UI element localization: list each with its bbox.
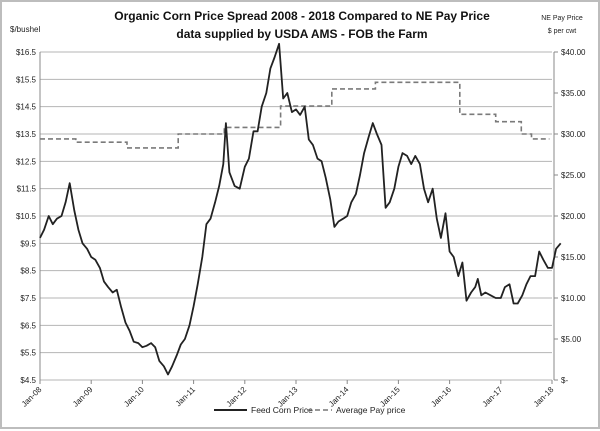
x-tick-label: Jan-12	[225, 385, 249, 409]
y2-tick-label: $15.00	[561, 253, 586, 262]
y2-tick-label: $25.00	[561, 171, 586, 180]
y-tick-label: $10.5	[16, 212, 37, 221]
y2-tick-label: $5.00	[561, 335, 582, 344]
chart-title: Organic Corn Price Spread 2008 - 2018 Co…	[114, 9, 490, 23]
y2-tick-label: $-	[561, 376, 568, 385]
x-tick-label: Jan-18	[532, 385, 556, 409]
x-tick-label: Jan-17	[481, 385, 505, 409]
y-axis-label: $/bushel	[10, 25, 40, 34]
y2-tick-label: $40.00	[561, 48, 586, 57]
y-tick-label: $15.5	[16, 75, 37, 84]
y2-tick-label: $20.00	[561, 212, 586, 221]
y2-axis-label-line1: NE Pay Price	[541, 15, 583, 22]
y-tick-label: $5.5	[20, 349, 36, 358]
series-feed-corn-price	[39, 42, 562, 376]
y-tick-label: $6.5	[20, 321, 36, 330]
y-tick-label: $16.5	[16, 48, 37, 57]
y2-tick-label: $35.00	[561, 89, 586, 98]
y-tick-label: $14.5	[16, 103, 37, 112]
chart-subtitle: data supplied by USDA AMS - FOB the Farm	[176, 27, 427, 41]
x-tick-label: Jan-08	[20, 385, 44, 409]
x-tick-label: Jan-11	[174, 385, 198, 409]
y-tick-label: $8.5	[20, 267, 36, 276]
x-tick-label: Jan-16	[429, 385, 453, 409]
y-tick-label: $11.5	[17, 185, 37, 194]
y-tick-label: $7.5	[20, 294, 36, 303]
y2-axis-label-line2: $ per cwt	[548, 28, 576, 35]
legend-feed-corn: Feed Corn Price	[251, 405, 313, 415]
x-tick-label: Jan-09	[71, 385, 95, 409]
y2-tick-label: $10.00	[561, 294, 586, 303]
x-tick-label: Jan-10	[122, 385, 146, 409]
y-tick-label: $13.5	[16, 130, 37, 139]
y-tick-label: $4.5	[20, 376, 36, 385]
legend-average-pay: Average Pay price	[336, 405, 406, 415]
y-tick-label: $9.5	[20, 239, 36, 248]
series-average-pay-price	[40, 81, 550, 149]
y-tick-label: $12.5	[16, 157, 37, 166]
y2-tick-label: $30.00	[561, 130, 586, 139]
